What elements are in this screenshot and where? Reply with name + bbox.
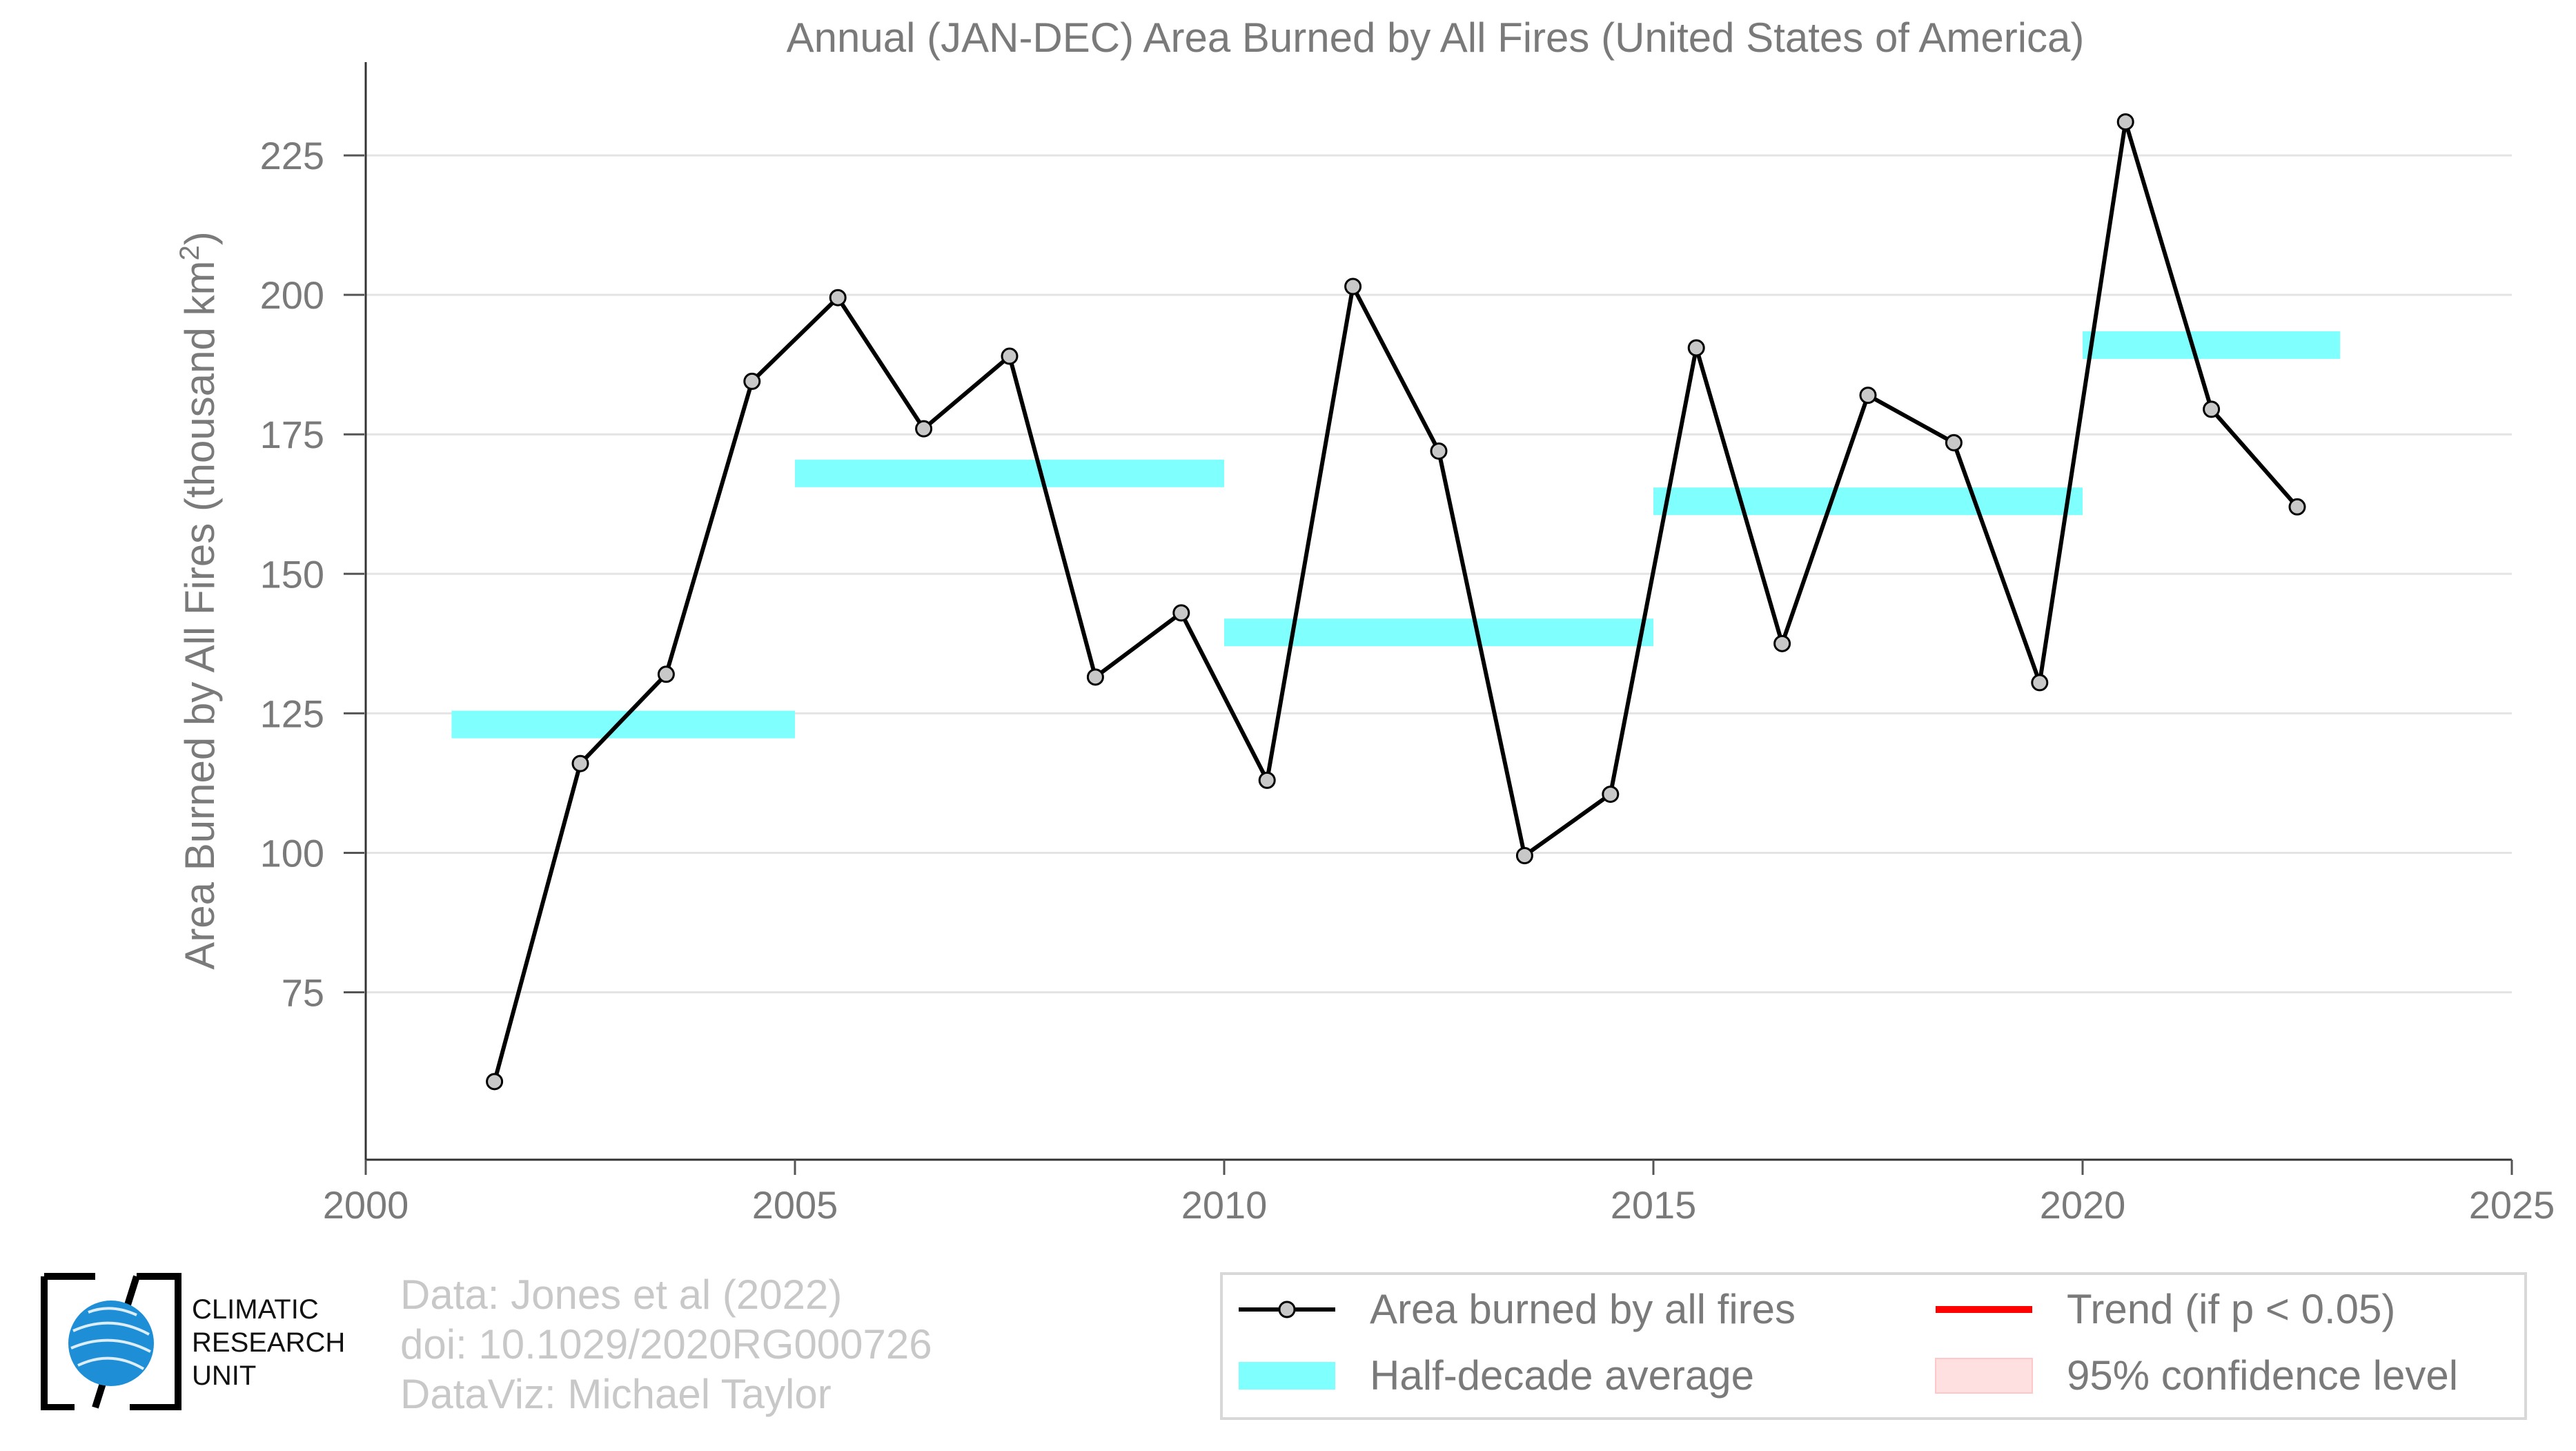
y-tick-label-200: 200 <box>260 273 324 317</box>
y-tick-label-225: 225 <box>260 134 324 177</box>
half-decade-band-2 <box>1224 619 1653 647</box>
half-decade-band-1 <box>795 459 1224 487</box>
logo-line-1: CLIMATIC <box>192 1294 319 1325</box>
series-markers <box>486 113 2306 1091</box>
data-point-2012.5 <box>1430 442 1448 460</box>
data-point-2016.5 <box>1773 634 1791 652</box>
legend-swatch-half-decade <box>1239 1362 1335 1390</box>
legend-label-2: Half-decade average <box>1370 1352 1754 1399</box>
x-tick-label-2025: 2025 <box>2469 1183 2555 1227</box>
data-point-2019.5 <box>2031 674 2049 692</box>
chart-title: Annual (JAN-DEC) Area Burned by All Fire… <box>787 14 2085 61</box>
data-point-2003.5 <box>657 665 675 683</box>
legend: Area burned by all fires Trend (if p < 0.… <box>1220 1272 2527 1420</box>
x-tick-label-2000: 2000 <box>323 1183 409 1227</box>
legend-box <box>1220 1272 2527 1420</box>
series-line-area-burned <box>492 119 2299 1082</box>
half-decade-band-4 <box>2083 331 2341 359</box>
data-point-2013.5 <box>1515 846 1533 864</box>
y-tick-label-175: 175 <box>260 413 324 456</box>
credit-data-source: Data: Jones et al (2022) <box>400 1272 843 1318</box>
gridlines <box>366 154 2512 994</box>
series-line-group <box>492 119 2299 1082</box>
y-tick-label-125: 125 <box>260 692 324 735</box>
data-point-2007.5 <box>1001 347 1019 365</box>
data-point-2010.5 <box>1258 771 1276 789</box>
legend-swatch-marker <box>1278 1301 1296 1318</box>
data-point-2021.5 <box>2203 400 2221 418</box>
cru-logo-text: CLIMATIC RESEARCH UNIT <box>192 1293 345 1392</box>
logo-line-2: RESEARCH <box>192 1327 346 1358</box>
x-tick-label-2010: 2010 <box>1181 1183 1268 1227</box>
y-tick-label-100: 100 <box>260 831 324 875</box>
y-axis-label: Area Burned by All Fires (thousand km2) <box>175 231 223 969</box>
half-decade-average-bands <box>451 331 2341 739</box>
data-point-2006.5 <box>915 420 933 438</box>
half-decade-band-0 <box>451 710 795 739</box>
y-tick-label-150: 150 <box>260 552 324 596</box>
legend-label-1: Trend (if p < 0.05) <box>2067 1286 2395 1332</box>
data-point-2008.5 <box>1086 668 1104 686</box>
data-point-2015.5 <box>1687 339 1705 357</box>
data-point-2009.5 <box>1172 604 1190 622</box>
data-point-2014.5 <box>1602 786 1620 804</box>
y-tick-label-75: 75 <box>282 971 324 1015</box>
data-point-2011.5 <box>1344 277 1362 295</box>
legend-label-0: Area burned by all fires <box>1370 1286 1796 1332</box>
data-point-2017.5 <box>1859 387 1877 405</box>
axes: 75 100 125 150 175 200 225 2000 2005 2010 2015 2020… <box>260 62 2555 1227</box>
data-point-2022.5 <box>2288 498 2306 516</box>
data-point-2001.5 <box>486 1073 504 1091</box>
cru-logo-mark <box>41 1273 181 1411</box>
legend-label-3: 95% confidence level <box>2067 1352 2458 1399</box>
data-point-2002.5 <box>571 754 589 772</box>
data-point-2005.5 <box>829 289 847 306</box>
data-point-2004.5 <box>743 372 761 390</box>
credit-doi: doi: 10.1029/2020RG000726 <box>400 1321 932 1367</box>
credit-dataviz: DataViz: Michael Taylor <box>400 1371 832 1417</box>
half-decade-band-3 <box>1653 487 2083 516</box>
logo-line-3: UNIT <box>192 1361 257 1391</box>
x-tick-label-2005: 2005 <box>752 1183 838 1227</box>
x-tick-label-2020: 2020 <box>2040 1183 2126 1227</box>
credits: Data: Jones et al (2022) doi: 10.1029/20… <box>400 1270 932 1419</box>
legend-swatch-confidence <box>1935 1358 2033 1394</box>
data-point-2020.5 <box>2116 113 2134 131</box>
cru-logo: CLIMATIC RESEARCH UNIT <box>40 1272 345 1411</box>
x-tick-label-2015: 2015 <box>1611 1183 1697 1227</box>
data-point-2018.5 <box>1945 434 1963 451</box>
